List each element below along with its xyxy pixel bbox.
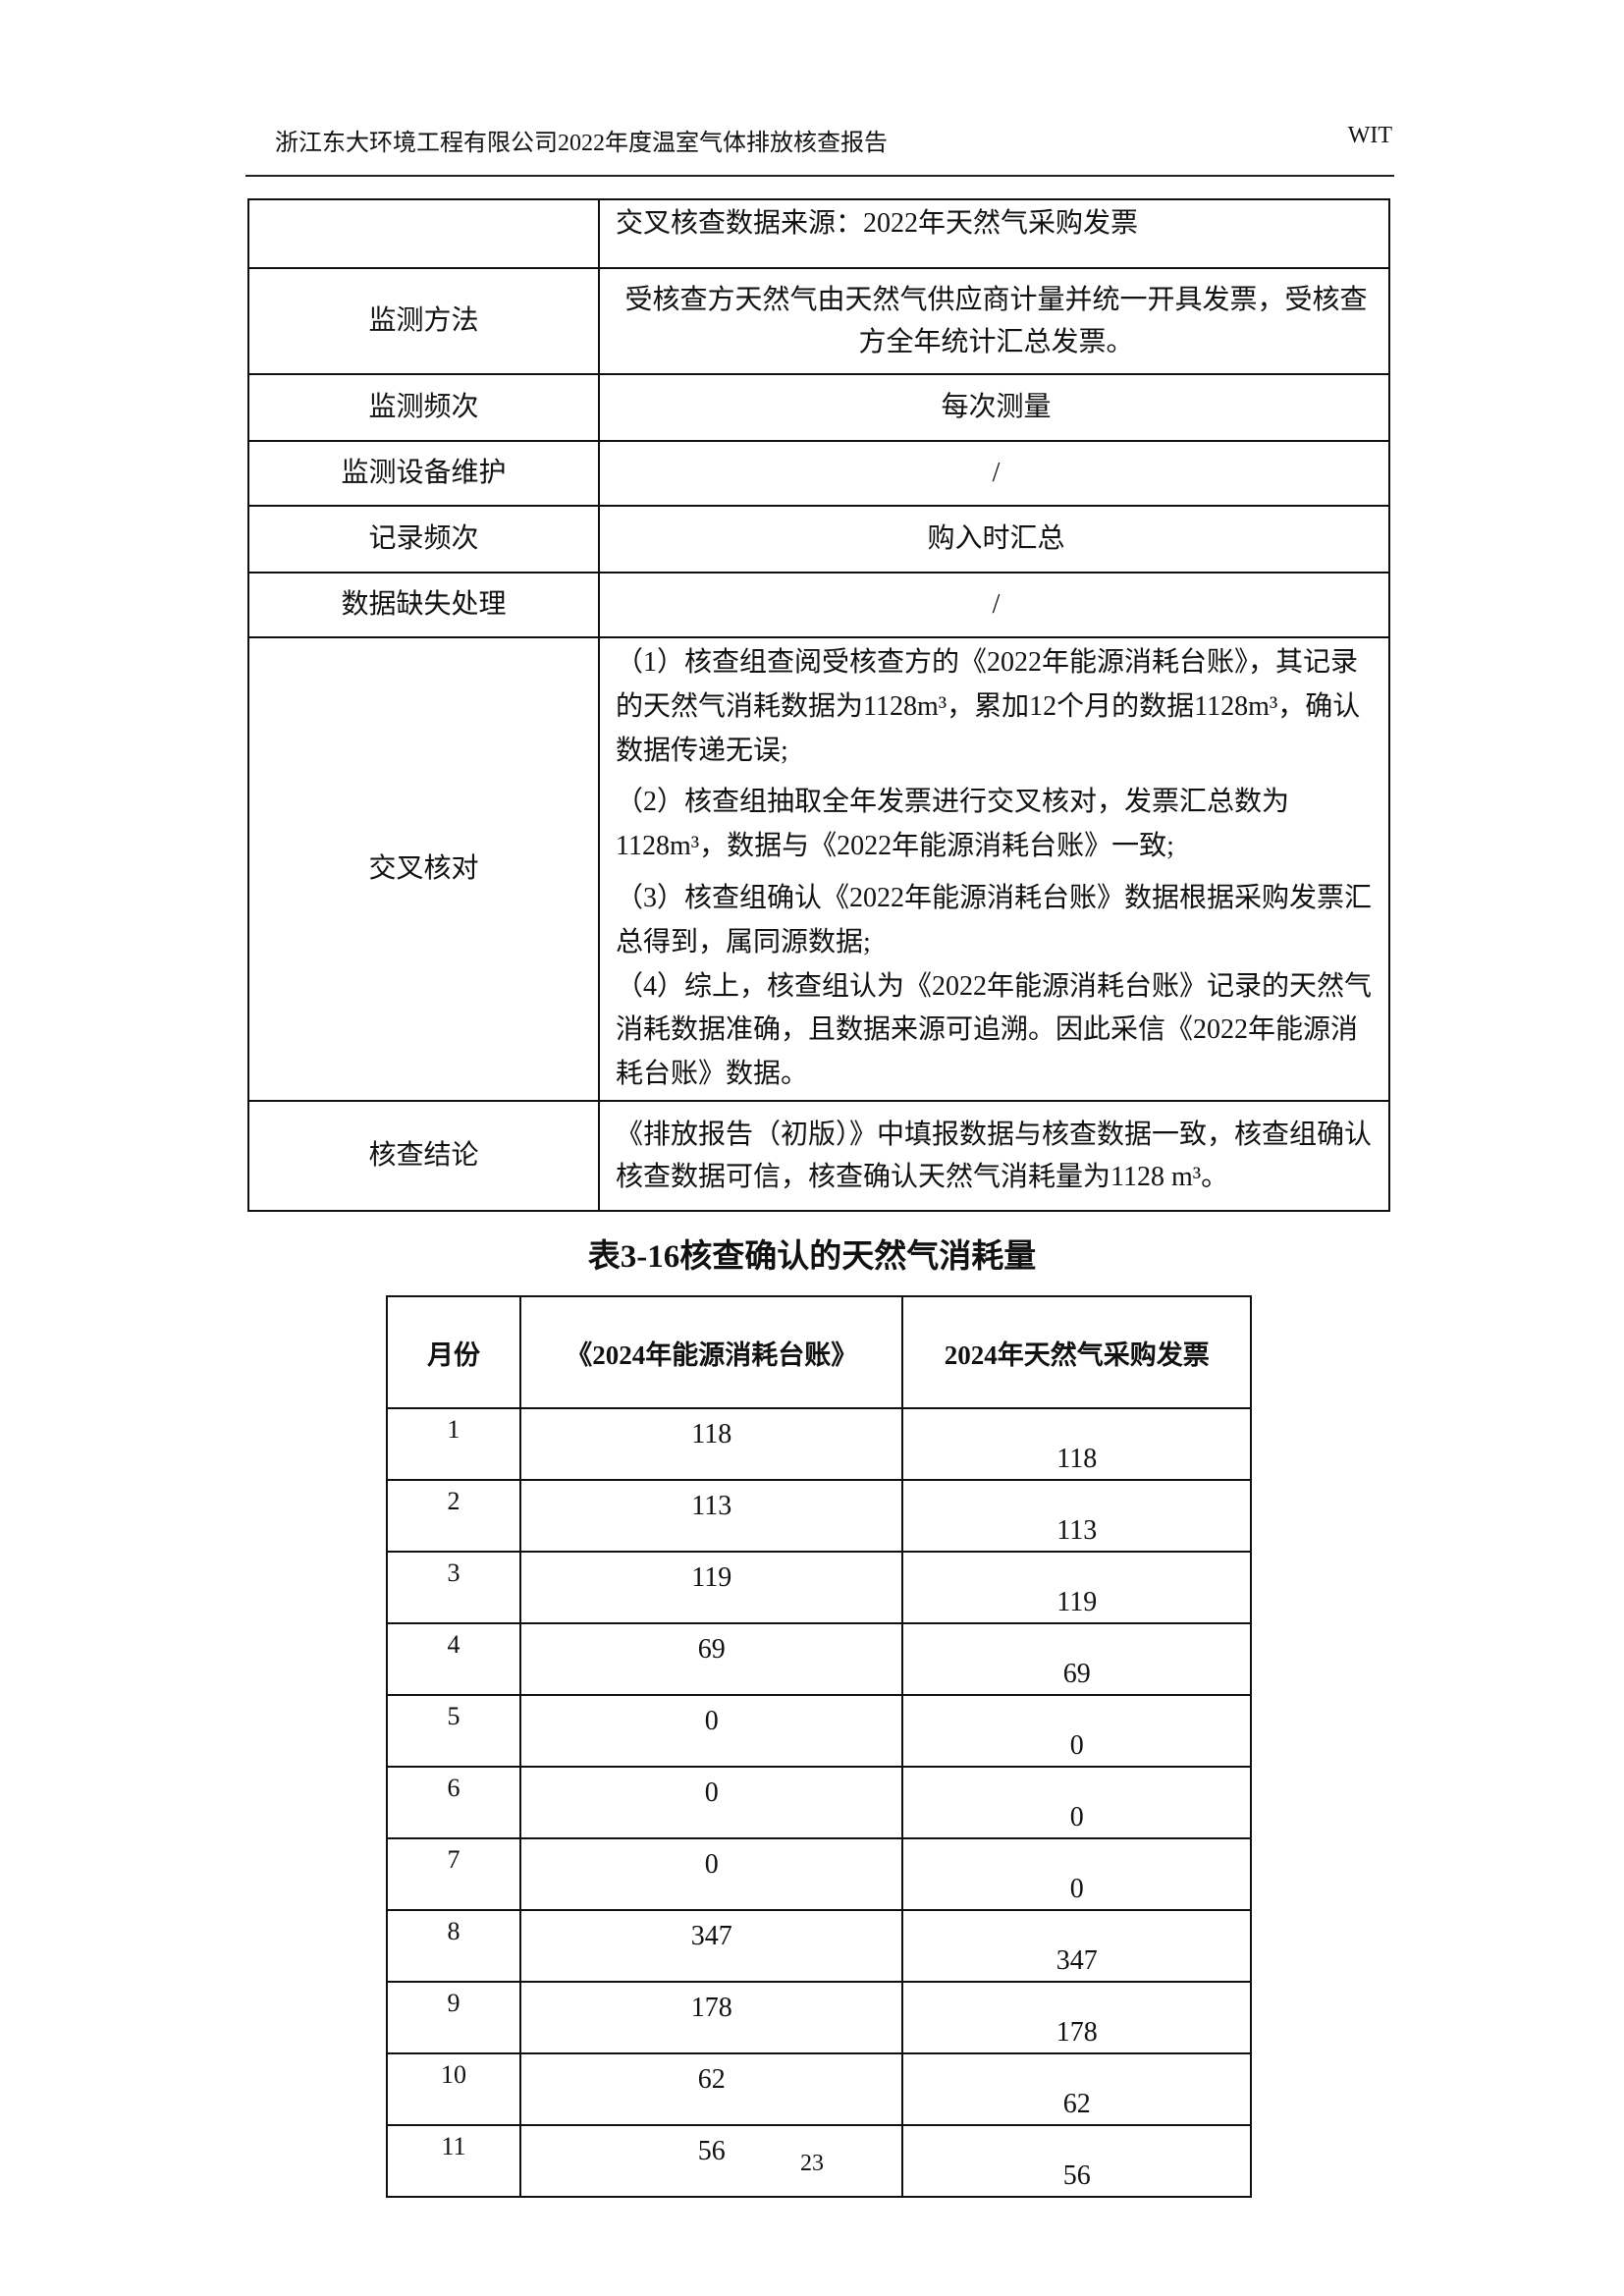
- row-label: 交叉核对: [247, 636, 600, 1102]
- row-value: /: [598, 572, 1390, 638]
- table-row: 监测频次 每次测量: [247, 373, 1390, 442]
- header-right: WIT: [1347, 123, 1392, 148]
- month-cell: 8: [386, 1909, 521, 1983]
- header-divider: [245, 175, 1394, 177]
- col-header-month: 月份: [386, 1295, 521, 1409]
- header-title: 浙江东大环境工程有限公司2022年度温室气体排放核查报告: [275, 131, 888, 156]
- invoice-cell: 69: [901, 1622, 1252, 1696]
- ledger-cell: 0: [518, 1766, 904, 1839]
- month-cell: 10: [386, 2052, 521, 2126]
- invoice-cell: 56: [901, 2124, 1252, 2198]
- table-row: 2 113 113: [386, 1479, 1252, 1553]
- month-cell: 4: [386, 1622, 521, 1696]
- table-row: 3 119 119: [386, 1551, 1252, 1624]
- row-value: 购入时汇总: [598, 505, 1390, 574]
- row-value: /: [598, 440, 1390, 507]
- invoice-cell: 0: [901, 1837, 1252, 1911]
- table-row: 9 178 178: [386, 1981, 1252, 2054]
- ledger-cell: 113: [518, 1479, 904, 1553]
- invoice-cell: 0: [901, 1694, 1252, 1768]
- month-cell: 11: [386, 2124, 521, 2198]
- month-cell: 2: [386, 1479, 521, 1553]
- month-cell: 7: [386, 1837, 521, 1911]
- ledger-cell: 56: [518, 2124, 904, 2198]
- table-row: 8 347 347: [386, 1909, 1252, 1983]
- month-cell: 1: [386, 1407, 521, 1481]
- table-row: 交叉核查数据来源：2022年天然气采购发票: [247, 198, 1390, 269]
- month-cell: 5: [386, 1694, 521, 1768]
- ledger-cell: 62: [518, 2052, 904, 2126]
- row-label: [247, 198, 600, 269]
- invoice-cell: 119: [901, 1551, 1252, 1624]
- invoice-cell: 0: [901, 1766, 1252, 1839]
- invoice-cell: 178: [901, 1981, 1252, 2054]
- col-header-ledger: 《2024年能源消耗台账》: [518, 1295, 904, 1409]
- invoice-cell: 62: [901, 2052, 1252, 2126]
- ledger-cell: 347: [518, 1909, 904, 1983]
- row-label: 监测方法: [247, 267, 600, 375]
- row-value: 受核查方天然气由天然气供应商计量并统一开具发票，受核查方全年统计汇总发票。: [598, 267, 1390, 375]
- page-number: 23: [800, 2151, 824, 2176]
- ledger-cell: 69: [518, 1622, 904, 1696]
- table-row: 监测设备维护 /: [247, 440, 1390, 507]
- month-cell: 6: [386, 1766, 521, 1839]
- ledger-cell: 119: [518, 1551, 904, 1624]
- ledger-cell: 178: [518, 1981, 904, 2054]
- row-label: 核查结论: [247, 1100, 600, 1212]
- row-value: 《排放报告（初版）》中填报数据与核查数据一致，核查组确认核查数据可信，核查确认天…: [598, 1100, 1390, 1212]
- table-row: 监测方法 受核查方天然气由天然气供应商计量并统一开具发票，受核查方全年统计汇总发票…: [247, 267, 1390, 375]
- table-caption: 表3-16核查确认的天然气消耗量: [587, 1239, 1037, 1275]
- table-row: 数据缺失处理 /: [247, 572, 1390, 638]
- gas-consumption-table: 月份 《2024年能源消耗台账》 2024年天然气采购发票 1 118 118 2 11…: [386, 1295, 1252, 2198]
- table-row: 11 56 56: [386, 2124, 1252, 2198]
- ledger-cell: 118: [518, 1407, 904, 1481]
- table-row: 核查结论 《排放报告（初版）》中填报数据与核查数据一致，核查组确认核查数据可信，核…: [247, 1100, 1390, 1212]
- table-row: 10 62 62: [386, 2052, 1252, 2126]
- month-cell: 3: [386, 1551, 521, 1624]
- row-label: 记录频次: [247, 505, 600, 574]
- row-label: 数据缺失处理: [247, 572, 600, 638]
- invoice-cell: 347: [901, 1909, 1252, 1983]
- table-row: 交叉核对 （1）核查组查阅受核查方的《2022年能源消耗台账》，其记录的天然气消耗…: [247, 636, 1390, 1102]
- table-row: 1 118 118: [386, 1407, 1252, 1481]
- table-row: 记录频次 购入时汇总: [247, 505, 1390, 574]
- month-cell: 9: [386, 1981, 521, 2054]
- row-value: 交叉核查数据来源：2022年天然气采购发票: [598, 198, 1390, 269]
- row-value: （1）核查组查阅受核查方的《2022年能源消耗台账》，其记录的天然气消耗数据为1…: [598, 636, 1390, 1102]
- table-row: 4 69 69: [386, 1622, 1252, 1696]
- header-row: 月份 《2024年能源消耗台账》 2024年天然气采购发票: [386, 1295, 1252, 1409]
- invoice-cell: 113: [901, 1479, 1252, 1553]
- verification-table: 交叉核查数据来源：2022年天然气采购发票 监测方法 受核查方天然气由天然气供应商…: [247, 198, 1390, 1212]
- ledger-cell: 0: [518, 1837, 904, 1911]
- ledger-cell: 0: [518, 1694, 904, 1768]
- row-value: 每次测量: [598, 373, 1390, 442]
- col-header-invoice: 2024年天然气采购发票: [901, 1295, 1252, 1409]
- row-label: 监测设备维护: [247, 440, 600, 507]
- row-label: 监测频次: [247, 373, 600, 442]
- invoice-cell: 118: [901, 1407, 1252, 1481]
